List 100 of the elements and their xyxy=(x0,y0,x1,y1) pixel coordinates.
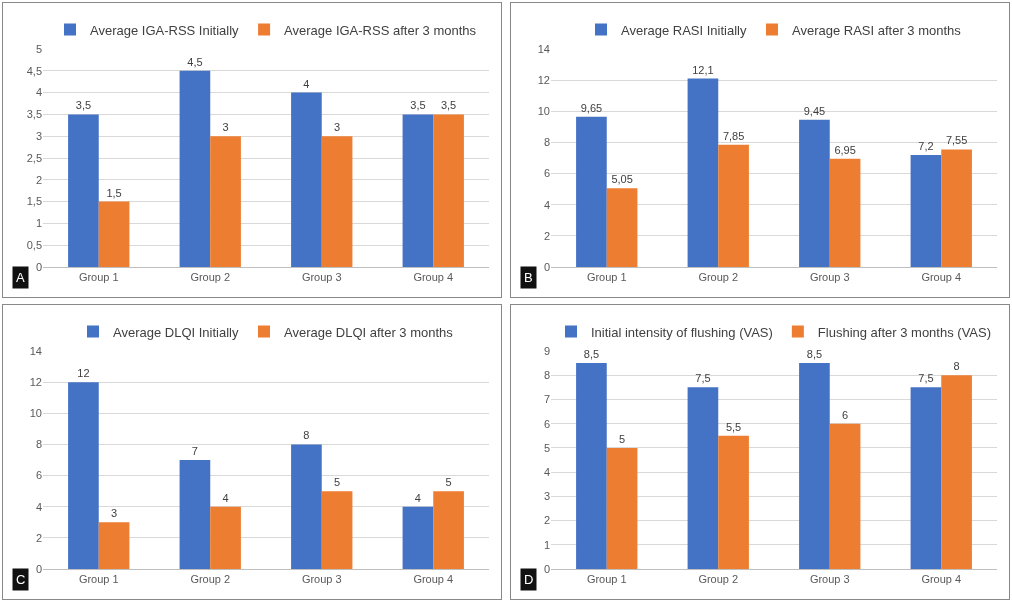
data-label: 3 xyxy=(222,121,229,134)
text: B xyxy=(524,270,533,285)
x-tick-label: Group 2 xyxy=(698,271,739,284)
y-tick-label: 14 xyxy=(537,42,550,55)
data-label: 1,5 xyxy=(106,186,122,199)
data-label: 8 xyxy=(953,360,960,373)
data-label: 5 xyxy=(445,476,452,489)
x-tick-label: Group 1 xyxy=(78,573,119,586)
data-label: 7,85 xyxy=(722,129,745,142)
x-tick-label: Group 3 xyxy=(301,573,342,586)
bar xyxy=(718,144,749,267)
data-label: 5,5 xyxy=(725,420,742,433)
data-label: 7,2 xyxy=(918,139,934,152)
y-tick-label: 2 xyxy=(35,531,42,544)
x-tick-label: Group 3 xyxy=(809,271,850,284)
legend-label: Average DLQI after 3 months xyxy=(283,324,454,340)
legend-label: Average RASI after 3 months xyxy=(791,22,962,38)
y-tick-label: 9 xyxy=(543,344,550,357)
legend-label: Initial intensity of flushing (VAS) xyxy=(591,324,773,340)
y-tick-label: 4 xyxy=(543,198,550,211)
y-tick-label: 8 xyxy=(35,438,42,451)
data-label: 8,5 xyxy=(806,348,823,361)
bar xyxy=(799,363,830,569)
bar xyxy=(910,387,942,569)
x-tick-label: Group 4 xyxy=(413,573,454,586)
bar xyxy=(718,435,749,569)
y-tick-label: 5 xyxy=(543,441,550,454)
bar xyxy=(68,382,99,569)
y-tick-label: 1 xyxy=(543,538,550,551)
y-tick-label: 8 xyxy=(543,369,550,382)
y-tick-label: 0 xyxy=(35,260,42,273)
bar xyxy=(606,188,638,267)
data-label: 4 xyxy=(303,77,310,90)
text: D xyxy=(524,572,534,587)
bar xyxy=(433,491,464,569)
bar xyxy=(402,506,434,569)
y-tick-label: 2,5 xyxy=(26,151,42,164)
data-label: 4 xyxy=(222,491,229,504)
bar xyxy=(291,444,322,569)
data-label: 3,5 xyxy=(75,99,92,112)
y-tick-label: 4,5 xyxy=(26,64,42,77)
bar xyxy=(433,114,464,267)
y-tick-label: 2 xyxy=(543,514,550,527)
data-label: 7 xyxy=(191,445,198,457)
y-tick-label: 0 xyxy=(543,260,550,273)
legend-label: Average IGA-RSS after 3 months xyxy=(284,22,477,38)
y-tick-label: 3 xyxy=(543,490,550,503)
bar xyxy=(210,136,241,267)
y-tick-label: 2 xyxy=(35,173,42,186)
data-label: 5,05 xyxy=(611,173,633,186)
x-tick-label: Group 1 xyxy=(586,573,627,586)
y-tick-label: 10 xyxy=(29,407,42,420)
data-label: 3,5 xyxy=(440,99,457,112)
bar xyxy=(941,375,972,569)
y-tick-label: 0 xyxy=(543,562,550,575)
y-tick-label: 0 xyxy=(35,562,42,575)
y-tick-label: 14 xyxy=(29,344,42,357)
x-tick-label: Group 4 xyxy=(413,271,454,284)
bar xyxy=(98,201,130,267)
x-tick-label: Group 2 xyxy=(190,271,231,284)
bar xyxy=(179,70,211,267)
bar xyxy=(687,78,719,267)
x-tick-label: Group 4 xyxy=(921,271,962,284)
text: C xyxy=(16,572,26,587)
bar xyxy=(402,114,434,267)
bar xyxy=(829,423,861,569)
legend-label: Flushing after 3 months (VAS) xyxy=(817,324,992,340)
bar xyxy=(910,154,942,267)
data-label: 7,5 xyxy=(918,372,934,385)
legend-label: Average IGA-RSS Initially xyxy=(90,22,240,38)
bar xyxy=(829,158,861,267)
x-tick-label: Group 1 xyxy=(586,271,627,284)
bar xyxy=(576,363,607,569)
x-tick-label: Group 2 xyxy=(190,573,231,586)
bar xyxy=(179,460,211,569)
y-tick-label: 10 xyxy=(537,105,550,118)
y-tick-label: 6 xyxy=(543,417,550,430)
data-label: 3 xyxy=(111,507,118,520)
y-tick-label: 6 xyxy=(35,469,42,482)
bar xyxy=(98,522,130,569)
y-tick-label: 4 xyxy=(35,86,42,99)
bar xyxy=(321,491,353,569)
data-label: 8,5 xyxy=(583,348,600,361)
y-tick-label: 6 xyxy=(543,167,550,180)
data-label: 12,1 xyxy=(692,63,714,76)
y-tick-label: 7 xyxy=(543,393,550,406)
bar xyxy=(941,149,972,267)
legend-label: Average RASI Initially xyxy=(621,22,747,38)
y-tick-label: 8 xyxy=(543,136,550,149)
y-tick-label: 5 xyxy=(35,42,42,55)
bar xyxy=(321,136,353,267)
legend-label: Average DLQI Initially xyxy=(113,324,239,340)
data-label: 4 xyxy=(414,491,421,504)
data-label: 4,5 xyxy=(187,55,203,68)
data-label: 9,45 xyxy=(803,104,826,117)
data-label: 5 xyxy=(334,476,341,489)
x-tick-label: Group 4 xyxy=(921,573,962,586)
data-label: 3 xyxy=(334,121,341,134)
bar xyxy=(606,447,638,569)
x-tick-label: Group 3 xyxy=(301,271,342,284)
